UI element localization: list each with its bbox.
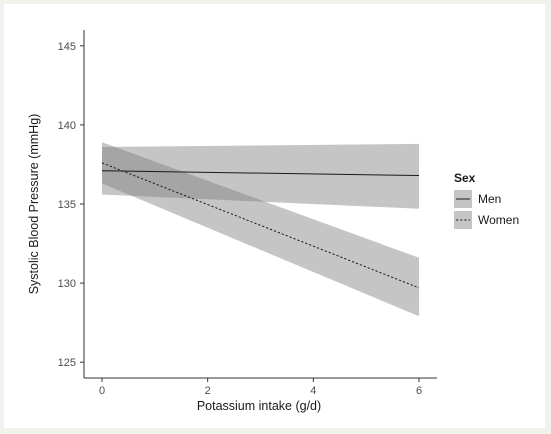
ci-band-women xyxy=(102,142,419,317)
y-tick-label: 135 xyxy=(58,199,76,211)
series-line-men xyxy=(101,170,420,177)
x-axis-title: Potassium intake (g/d) xyxy=(197,399,321,413)
y-tick-label: 145 xyxy=(58,41,76,53)
legend-key-women xyxy=(454,211,472,229)
figure-frame: 125 130 135 140 145 0 2 4 6 Potassium intake (g… xyxy=(4,4,545,428)
y-ticks: 125 130 135 140 145 xyxy=(58,41,84,369)
x-tick-label: 6 xyxy=(416,385,422,397)
ci-ribbons xyxy=(102,142,419,317)
y-tick-label: 125 xyxy=(58,357,76,369)
x-tick-label: 0 xyxy=(99,385,105,397)
legend-label-women: Women xyxy=(478,213,519,227)
chart-svg: 125 130 135 140 145 0 2 4 6 Potassium intake (g… xyxy=(27,30,519,413)
x-tick-label: 4 xyxy=(310,385,316,397)
x-ticks: 0 2 4 6 xyxy=(99,378,422,397)
y-tick-label: 140 xyxy=(58,120,76,132)
legend-label-men: Men xyxy=(478,192,501,206)
x-tick-label: 2 xyxy=(205,385,211,397)
y-axis-title: Systolic Blood Pressure (mmHg) xyxy=(27,114,41,295)
legend-title: Sex xyxy=(454,171,476,185)
series-lines xyxy=(101,162,420,289)
y-tick-label: 130 xyxy=(58,278,76,290)
legend: Sex Men Women xyxy=(454,171,519,229)
series-line-women xyxy=(101,162,420,289)
ci-band-men xyxy=(102,143,419,209)
